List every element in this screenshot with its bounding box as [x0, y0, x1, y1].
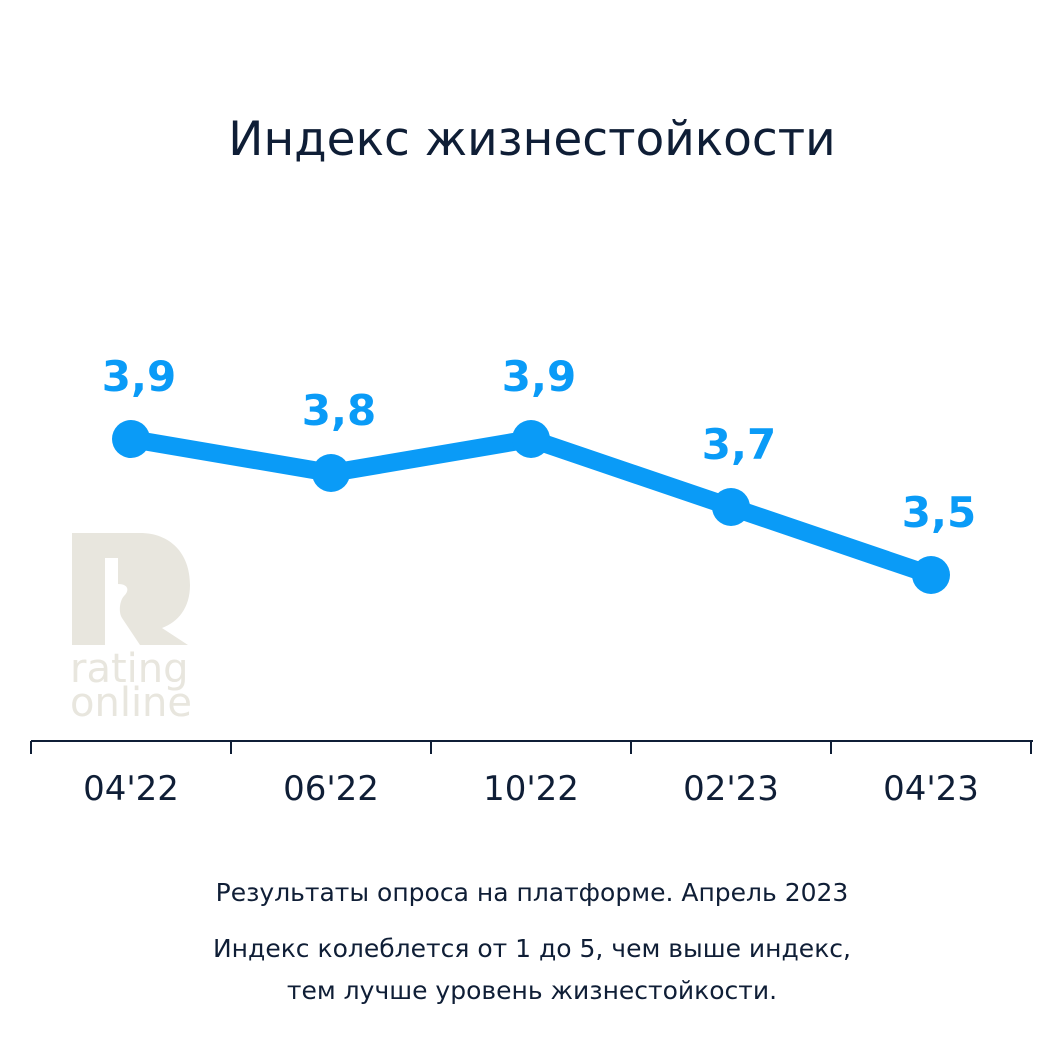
x-tick-label: 06'22	[283, 769, 379, 809]
chart-title: Индекс жизнестойкости	[228, 112, 836, 167]
data-label: 3,9	[502, 352, 576, 401]
data-label: 3,7	[702, 420, 776, 469]
x-tick-label: 10'22	[483, 769, 579, 809]
x-tick-label: 04'23	[883, 769, 979, 809]
x-tick-label: 04'22	[83, 769, 179, 809]
logo-text-line1: rating	[70, 646, 189, 692]
data-label: 3,9	[102, 352, 176, 401]
data-point	[712, 488, 750, 526]
x-tick-label: 02'23	[683, 769, 779, 809]
logo-r-mark	[72, 533, 190, 645]
series-line: 3,9 3,8 3,9 3,7 3,5	[102, 352, 976, 594]
data-point	[512, 420, 550, 458]
source-note: Результаты опроса на платформе. Апрель 2…	[215, 878, 849, 907]
data-label: 3,8	[302, 386, 376, 435]
logo-watermark: rating online	[70, 533, 192, 726]
index-note-line1: Индекс колеблется от 1 до 5, чем выше ин…	[212, 934, 851, 963]
logo-text-line2: online	[70, 680, 192, 726]
index-note-line2: тем лучше уровень жизнестойкости.	[286, 976, 778, 1005]
x-axis: 04'22 06'22 10'22 02'23 04'23	[30, 740, 1033, 809]
data-label: 3,5	[902, 488, 976, 537]
data-point	[112, 420, 150, 458]
data-point	[312, 454, 350, 492]
data-point	[912, 556, 950, 594]
series-path	[129, 430, 934, 584]
